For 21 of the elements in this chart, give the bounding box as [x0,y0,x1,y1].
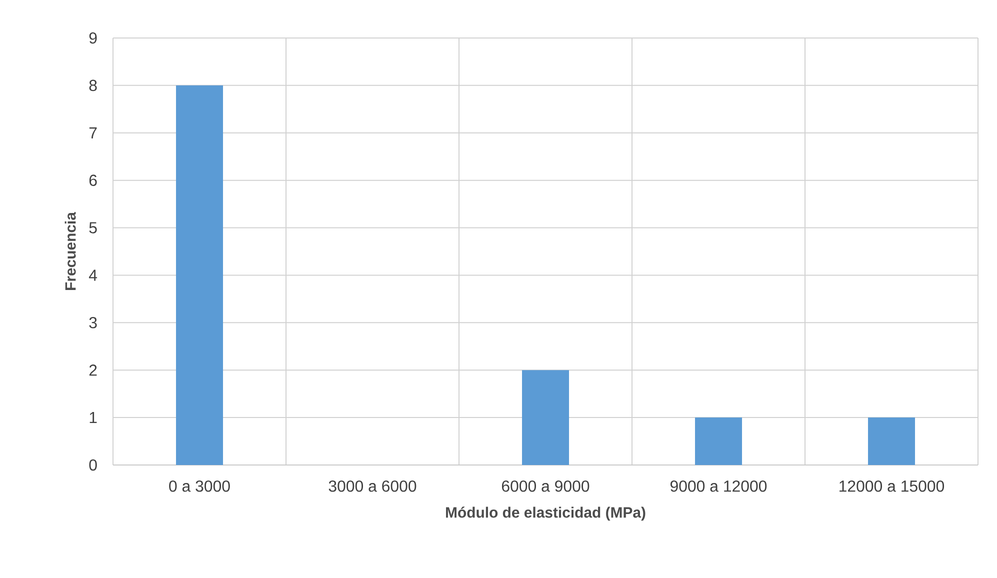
y-tick-label: 3 [89,317,97,328]
bar [176,85,224,465]
y-tick-label: 5 [89,222,97,234]
y-tick-label: 2 [89,364,97,376]
x-tick-label: 6000 a 9000 [502,480,590,492]
x-axis-title: Módulo de elasticidad (MPa) [446,506,646,521]
y-tick-label: 0 [89,459,97,471]
bar [695,418,742,465]
x-tick-label: 12000 a 15000 [840,480,944,492]
x-tick-label: 0 a 3000 [169,480,230,492]
y-tick-label: 4 [88,270,98,281]
bar [522,370,570,465]
x-tick-label: 3000 a 6000 [328,480,416,492]
y-tick-label: 8 [89,80,97,92]
y-tick-label: 9 [89,32,97,44]
bar [868,418,916,465]
y-axis-title: Frecuencia [64,212,76,290]
y-tick-label: 6 [89,174,97,186]
y-tick-label: 7 [89,127,97,138]
y-tick-label: 1 [90,412,97,424]
x-tick-label: 9000 a 12000 [670,480,767,492]
